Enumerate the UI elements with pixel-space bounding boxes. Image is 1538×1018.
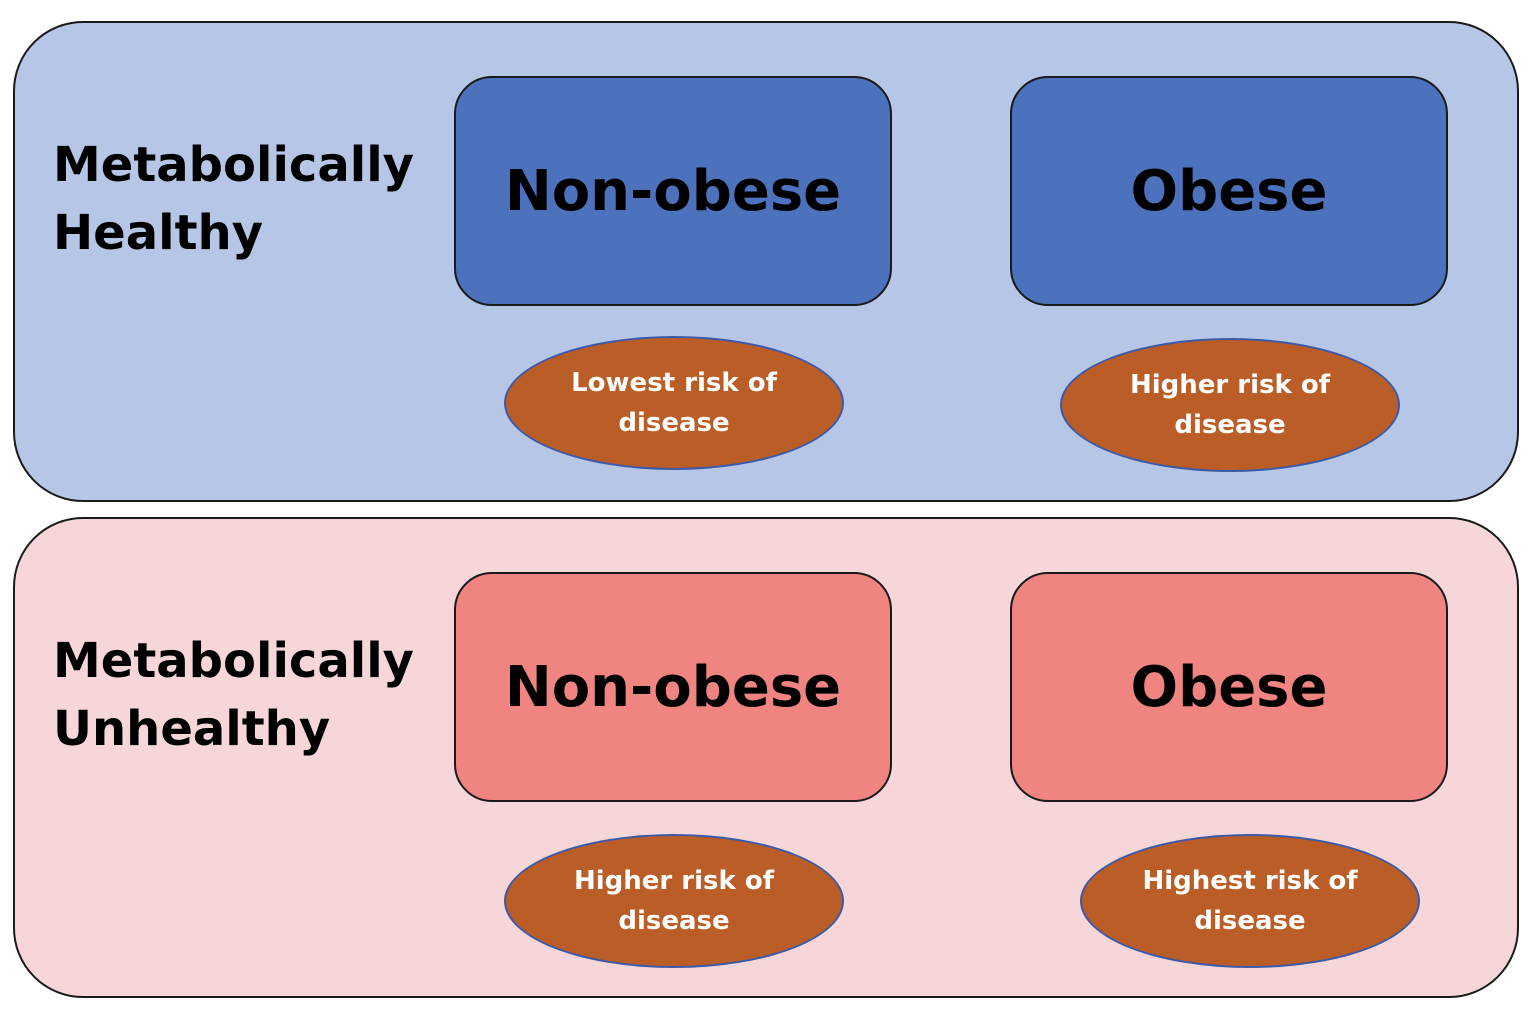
row-label-line: Unhealthy: [53, 701, 331, 757]
metabolically-unhealthy-panel: Metabolically Unhealthy Non-obese Obese …: [13, 517, 1519, 998]
risk-text-line: disease: [618, 408, 730, 438]
risk-text-line: Higher risk of: [573, 866, 775, 896]
healthy-obese-box: Obese: [1010, 76, 1448, 306]
unhealthy-obese-box: Obese: [1010, 572, 1448, 802]
unhealthy-non-obese-risk-ellipse: Higher risk of disease: [504, 834, 844, 968]
row-label-unhealthy: Metabolically Unhealthy: [53, 627, 414, 763]
risk-text-line: Higher risk of: [1129, 370, 1331, 400]
risk-text-line: Highest risk of: [1142, 866, 1358, 896]
unhealthy-non-obese-box: Non-obese: [454, 572, 892, 802]
unhealthy-obese-risk-ellipse: Highest risk of disease: [1080, 834, 1420, 968]
healthy-non-obese-box: Non-obese: [454, 76, 892, 306]
healthy-non-obese-risk-ellipse: Lowest risk of disease: [504, 336, 844, 470]
risk-text-line: disease: [618, 906, 730, 936]
metabolically-healthy-panel: Metabolically Healthy Non-obese Obese Lo…: [13, 21, 1519, 502]
healthy-obese-risk-ellipse: Higher risk of disease: [1060, 338, 1400, 472]
risk-text-line: Lowest risk of: [571, 368, 777, 398]
row-label-line: Healthy: [53, 205, 263, 261]
row-label-line: Metabolically: [53, 633, 414, 689]
row-label-healthy: Metabolically Healthy: [53, 131, 414, 267]
row-label-line: Metabolically: [53, 137, 414, 193]
risk-text-line: disease: [1174, 410, 1286, 440]
risk-text-line: disease: [1194, 906, 1306, 936]
